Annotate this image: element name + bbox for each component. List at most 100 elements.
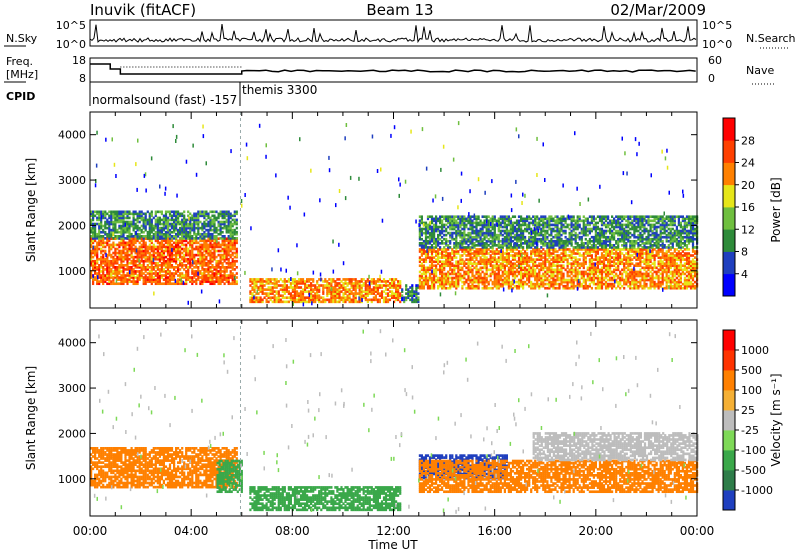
heatmap-cell bbox=[380, 290, 384, 293]
heatmap-cell bbox=[144, 257, 147, 261]
heatmap-cell bbox=[138, 278, 141, 281]
heatmap-cell bbox=[277, 292, 280, 295]
heatmap-cell bbox=[231, 251, 234, 255]
heatmap-cell bbox=[221, 257, 224, 261]
heatmap-cell bbox=[667, 248, 670, 251]
heatmap-cell bbox=[160, 210, 163, 214]
heatmap-cell bbox=[191, 216, 194, 220]
heatmap-cell bbox=[463, 282, 466, 286]
heatmap-cell bbox=[338, 300, 341, 304]
heatmap-cell bbox=[166, 224, 170, 228]
heatmap-cell bbox=[168, 251, 172, 255]
heatmap-cell bbox=[128, 220, 131, 224]
heatmap-cell bbox=[227, 210, 230, 214]
heatmap-cell bbox=[544, 264, 547, 268]
heatmap-cell bbox=[120, 276, 123, 279]
heatmap-cell bbox=[160, 228, 163, 232]
heatmap-cell bbox=[203, 243, 206, 247]
heatmap-cell bbox=[469, 248, 472, 251]
heatmap-cell bbox=[124, 220, 127, 224]
heatmap-cell bbox=[428, 246, 432, 249]
heatmap-cell bbox=[483, 250, 486, 253]
heatmap-cell bbox=[687, 270, 691, 274]
heatmap-cell bbox=[217, 212, 220, 216]
heatmap-cell bbox=[130, 243, 133, 247]
heatmap-cell bbox=[185, 237, 188, 240]
heatmap-cell bbox=[667, 260, 670, 264]
heatmap-cell bbox=[207, 216, 210, 220]
heatmap-cell bbox=[334, 280, 337, 283]
heatmap-cell bbox=[641, 248, 644, 251]
heatmap-cell bbox=[261, 278, 264, 281]
heatmap-cell bbox=[491, 286, 494, 290]
heatmap-cell bbox=[395, 284, 398, 287]
heatmap-cell bbox=[538, 274, 541, 278]
heatmap-cell bbox=[173, 210, 176, 214]
heatmap-cell bbox=[124, 274, 127, 277]
heatmap-cell bbox=[576, 282, 579, 286]
heatmap-cell bbox=[677, 274, 680, 278]
heatmap-cell bbox=[556, 272, 559, 276]
heatmap-cell bbox=[558, 276, 561, 280]
heatmap-cell bbox=[152, 251, 155, 255]
heatmap-cell bbox=[439, 229, 442, 233]
heatmap-cell bbox=[619, 252, 622, 255]
heatmap-cell bbox=[197, 268, 200, 271]
heatmap-cell bbox=[615, 258, 618, 261]
heatmap-cell bbox=[556, 260, 559, 264]
heatmap-cell bbox=[350, 284, 353, 287]
heatmap-cell bbox=[669, 284, 672, 288]
heatmap-cell bbox=[511, 250, 515, 253]
heatmap-cell bbox=[168, 222, 172, 226]
heatmap-cell bbox=[534, 274, 537, 278]
heatmap-cell bbox=[441, 284, 444, 288]
heatmap-cell bbox=[183, 232, 186, 236]
heatmap-cell bbox=[522, 280, 525, 284]
heatmap-cell bbox=[199, 280, 202, 283]
heatmap-cell bbox=[671, 254, 674, 257]
heatmap-cell bbox=[675, 264, 678, 268]
heatmap-cell bbox=[108, 247, 111, 251]
heatmap-cell bbox=[477, 250, 480, 253]
heatmap-cell bbox=[316, 298, 319, 302]
heatmap-cell bbox=[209, 237, 212, 240]
heatmap-cell bbox=[92, 255, 95, 259]
heatmap-cell bbox=[524, 252, 527, 255]
heatmap-cell bbox=[378, 300, 381, 304]
heatmap-cell bbox=[532, 266, 535, 270]
heatmap-cell bbox=[283, 286, 286, 289]
heatmap-cell bbox=[195, 226, 198, 230]
heatmap-cell bbox=[209, 251, 212, 255]
heatmap-cell bbox=[166, 241, 170, 245]
heatmap-cell bbox=[261, 286, 264, 289]
heatmap-cell bbox=[617, 282, 620, 286]
heatmap-cell bbox=[112, 264, 115, 267]
heatmap-cell bbox=[94, 276, 97, 279]
heatmap-cell bbox=[193, 270, 196, 273]
heatmap-cell bbox=[92, 259, 95, 263]
heatmap-cell bbox=[223, 266, 226, 269]
heatmap-cell bbox=[590, 268, 593, 272]
heatmap-cell bbox=[479, 276, 482, 280]
heatmap-cell bbox=[681, 264, 684, 268]
heatmap-cell bbox=[469, 260, 472, 264]
heatmap-cell bbox=[463, 274, 466, 278]
heatmap-cell bbox=[122, 214, 125, 218]
heatmap-cell bbox=[102, 228, 105, 232]
heatmap-cell bbox=[621, 268, 624, 272]
heatmap-cell bbox=[683, 252, 686, 255]
heatmap-cell bbox=[128, 276, 131, 279]
heatmap-cell bbox=[108, 245, 111, 249]
heatmap-cell bbox=[645, 248, 648, 251]
heatmap-cell bbox=[223, 257, 226, 261]
heatmap-cell bbox=[592, 268, 595, 272]
heatmap-cell bbox=[522, 284, 525, 288]
heatmap-cell bbox=[671, 274, 674, 278]
heatmap-cell bbox=[269, 290, 272, 293]
heatmap-cell bbox=[217, 224, 220, 228]
heatmap-cell bbox=[342, 286, 345, 289]
heatmap-cell bbox=[217, 253, 220, 257]
heatmap-cell bbox=[229, 270, 232, 273]
heatmap-cell bbox=[683, 284, 686, 288]
heatmap-cell bbox=[554, 274, 557, 278]
